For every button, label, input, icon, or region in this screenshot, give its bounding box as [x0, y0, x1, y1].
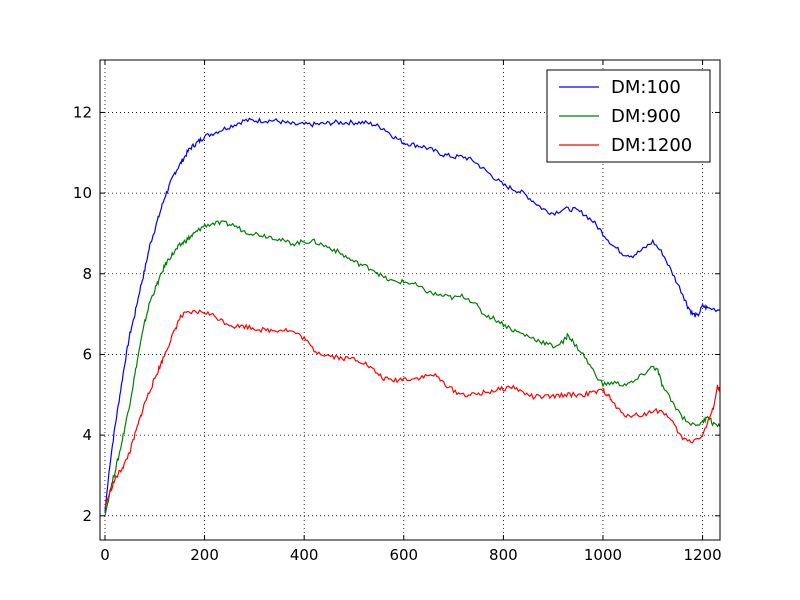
x-tick-label: 800 — [489, 546, 518, 564]
y-tick-label: 2 — [82, 507, 92, 525]
legend-label-3: DM:1200 — [611, 135, 692, 156]
legend-label-2: DM:900 — [611, 106, 681, 127]
series-line-3 — [104, 309, 721, 508]
y-tick-label: 10 — [73, 184, 92, 202]
x-tick-label: 1200 — [683, 546, 721, 564]
x-tick-label: 0 — [100, 546, 110, 564]
y-tick-label: 12 — [73, 103, 92, 121]
y-tick-label: 4 — [82, 426, 92, 444]
y-tick-label: 6 — [82, 345, 92, 363]
series-line-2 — [104, 220, 721, 516]
axis-ticks: 0 200 400 600 800 1000 1200 2 4 6 8 10 12 — [73, 60, 722, 564]
y-tick-label: 8 — [82, 265, 92, 283]
legend: DM:100 DM:900 DM:1200 — [546, 69, 711, 163]
x-tick-label: 400 — [290, 546, 319, 564]
legend-label-1: DM:100 — [611, 77, 681, 98]
plot-frame — [99, 59, 721, 541]
x-tick-label: 600 — [389, 546, 418, 564]
x-tick-label: 200 — [190, 546, 219, 564]
x-tick-label: 1000 — [584, 546, 622, 564]
series-lines — [104, 117, 721, 516]
series-line-1 — [104, 117, 721, 512]
